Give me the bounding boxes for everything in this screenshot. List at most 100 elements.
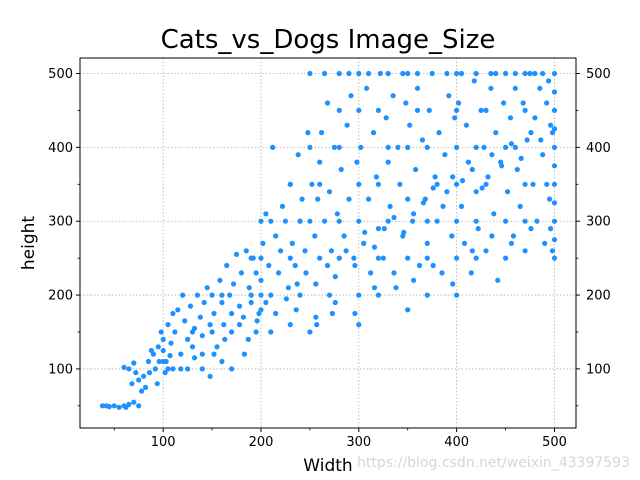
data-point xyxy=(551,70,558,77)
data-point xyxy=(537,85,543,91)
data-point xyxy=(354,159,360,165)
data-point xyxy=(139,388,145,394)
x-tick-label-300: 300 xyxy=(346,435,371,450)
data-point xyxy=(527,70,533,77)
chart-title: Cats_vs_Dogs Image_Size xyxy=(161,25,496,55)
data-point xyxy=(136,377,142,383)
data-point xyxy=(362,229,368,235)
data-point xyxy=(551,200,558,206)
data-point xyxy=(317,159,323,165)
data-point xyxy=(178,366,184,372)
data-point xyxy=(258,292,264,298)
data-point xyxy=(532,115,538,121)
data-point xyxy=(182,318,188,324)
data-point xyxy=(219,358,225,365)
data-point xyxy=(407,122,413,128)
data-point xyxy=(307,329,313,335)
data-point xyxy=(546,78,552,84)
data-point xyxy=(307,70,313,77)
y-axis-label: height xyxy=(19,216,39,271)
data-point xyxy=(106,404,112,410)
data-point xyxy=(209,292,215,298)
data-point xyxy=(469,248,475,254)
data-point xyxy=(440,203,446,209)
data-point xyxy=(248,255,254,261)
data-point xyxy=(489,152,495,158)
data-point xyxy=(551,126,558,132)
data-point xyxy=(403,100,409,106)
data-point xyxy=(413,166,419,173)
data-point xyxy=(366,196,372,202)
data-point xyxy=(317,181,323,187)
data-point xyxy=(385,218,391,224)
data-point xyxy=(336,218,342,224)
data-point xyxy=(420,200,426,206)
data-point xyxy=(551,107,558,113)
data-point xyxy=(461,240,468,246)
data-point xyxy=(248,292,254,298)
data-point xyxy=(279,203,286,209)
data-point xyxy=(253,270,259,276)
data-point xyxy=(136,403,142,409)
data-point xyxy=(381,226,387,232)
data-point xyxy=(551,218,558,224)
data-point xyxy=(241,351,247,357)
data-point xyxy=(520,100,526,106)
data-point xyxy=(199,351,205,357)
data-point xyxy=(334,211,340,217)
data-point xyxy=(346,196,352,202)
data-point xyxy=(126,366,132,372)
data-point xyxy=(142,384,149,390)
data-point xyxy=(236,322,243,328)
data-point xyxy=(336,255,342,261)
data-point xyxy=(273,310,279,317)
data-point xyxy=(131,399,137,405)
data-point xyxy=(199,366,205,372)
data-point xyxy=(258,277,264,283)
data-point xyxy=(111,403,117,409)
data-point xyxy=(297,218,303,224)
data-point xyxy=(314,322,320,328)
data-points xyxy=(99,70,558,410)
data-point xyxy=(199,333,205,339)
data-point xyxy=(352,262,358,269)
data-point xyxy=(338,166,344,173)
data-point xyxy=(364,85,370,91)
y-tick-label-right-200: 200 xyxy=(586,289,611,304)
data-point xyxy=(175,307,181,313)
data-point xyxy=(508,141,514,147)
data-point xyxy=(307,218,313,224)
data-point xyxy=(493,70,499,77)
data-point xyxy=(292,262,298,269)
data-point xyxy=(236,303,243,309)
data-point xyxy=(185,366,191,372)
data-point xyxy=(253,329,259,335)
data-point xyxy=(471,78,477,84)
x-tick-label-200: 200 xyxy=(249,435,274,450)
data-point xyxy=(444,189,450,195)
data-point xyxy=(501,100,507,106)
data-point xyxy=(324,100,331,106)
data-point xyxy=(123,404,129,410)
data-point xyxy=(405,307,411,313)
data-point xyxy=(463,122,469,128)
data-point xyxy=(361,240,367,246)
data-point xyxy=(485,174,491,180)
data-point xyxy=(167,353,173,359)
data-point xyxy=(411,277,417,283)
data-point xyxy=(473,70,479,77)
data-point xyxy=(317,255,323,261)
data-point xyxy=(385,159,391,165)
data-point xyxy=(243,248,249,254)
data-point xyxy=(522,218,528,224)
data-point xyxy=(268,329,274,335)
data-point xyxy=(248,299,254,306)
data-point xyxy=(154,381,160,387)
data-point xyxy=(424,144,430,150)
data-point xyxy=(160,336,166,342)
data-point xyxy=(309,181,315,187)
data-point xyxy=(375,181,381,187)
data-point xyxy=(430,185,436,191)
data-point xyxy=(133,370,139,376)
